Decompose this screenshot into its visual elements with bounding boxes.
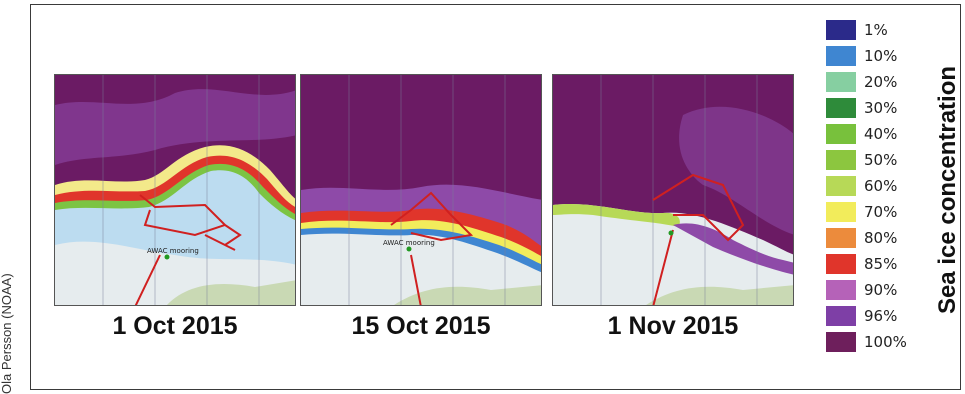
legend-item: 20% <box>826 72 897 92</box>
legend-label: 70% <box>864 203 898 221</box>
legend-label: 80% <box>864 229 898 247</box>
ship-track <box>390 191 474 305</box>
legend-swatch <box>826 254 856 274</box>
legend-label: 40% <box>864 125 898 143</box>
ice-96-band <box>679 106 793 235</box>
land <box>553 204 793 305</box>
legend-swatch <box>826 72 856 92</box>
legend-item: 96% <box>826 306 897 326</box>
mooring-marker <box>406 246 412 252</box>
sea-ice-map-1: AWAC mooring <box>55 75 295 305</box>
legend-item: 30% <box>826 98 897 118</box>
legend-swatch <box>826 46 856 66</box>
ice-96-band <box>55 89 295 165</box>
legend-swatch <box>826 20 856 40</box>
ship-track <box>652 173 745 305</box>
legend-label: 85% <box>864 255 898 273</box>
ice-edge-green <box>553 203 680 227</box>
legend-swatch <box>826 280 856 300</box>
legend-swatch <box>826 202 856 222</box>
legend-label: 1% <box>864 21 888 39</box>
ice-edge-purple <box>673 223 793 275</box>
date-label-2: 15 Oct 2015 <box>351 312 491 340</box>
legend-item: 50% <box>826 150 897 170</box>
sea-ice-map-3 <box>553 75 793 305</box>
legend-label: 96% <box>864 307 898 325</box>
land-terrain <box>394 285 541 305</box>
map-panel-15oct: AWAC mooring <box>300 74 542 306</box>
legend-label: 30% <box>864 99 898 117</box>
legend-label: 90% <box>864 281 898 299</box>
legend-swatch <box>826 332 856 352</box>
ship-track <box>134 194 242 305</box>
land <box>301 233 541 305</box>
legend-item: 100% <box>826 332 907 352</box>
figure-frame <box>30 4 961 390</box>
station-label: AWAC mooring <box>147 247 199 255</box>
legend-item: 90% <box>826 280 897 300</box>
land-terrain <box>167 280 295 305</box>
legend-swatch <box>826 306 856 326</box>
legend-swatch <box>826 228 856 248</box>
date-label-3: 1 Nov 2015 <box>607 312 739 340</box>
legend-swatch <box>826 98 856 118</box>
legend-item: 60% <box>826 176 897 196</box>
legend-item: 85% <box>826 254 897 274</box>
photo-credit: Ola Persson (NOAA) <box>0 273 14 394</box>
legend-item: 70% <box>826 202 897 222</box>
map-panel-1oct: AWAC mooring <box>54 74 296 306</box>
legend-swatch <box>826 176 856 196</box>
legend-item: 40% <box>826 124 897 144</box>
mooring-marker <box>668 230 674 236</box>
station-label: AWAC mooring <box>383 239 435 247</box>
legend-label: 50% <box>864 151 898 169</box>
legend-label: 60% <box>864 177 898 195</box>
mooring-marker <box>164 254 170 260</box>
legend-label: 10% <box>864 47 898 65</box>
date-label-1: 1 Oct 2015 <box>112 312 238 340</box>
legend-item: 80% <box>826 228 897 248</box>
legend-label: 100% <box>864 333 907 351</box>
map-panel-1nov <box>552 74 794 306</box>
legend-swatch <box>826 124 856 144</box>
legend-swatch <box>826 150 856 170</box>
legend-title: Sea ice concentration <box>934 65 961 315</box>
legend-item: 1% <box>826 20 888 40</box>
sea-ice-map-2: AWAC mooring <box>301 75 541 305</box>
legend-label: 20% <box>864 73 898 91</box>
land-terrain <box>646 285 793 305</box>
legend-item: 10% <box>826 46 897 66</box>
